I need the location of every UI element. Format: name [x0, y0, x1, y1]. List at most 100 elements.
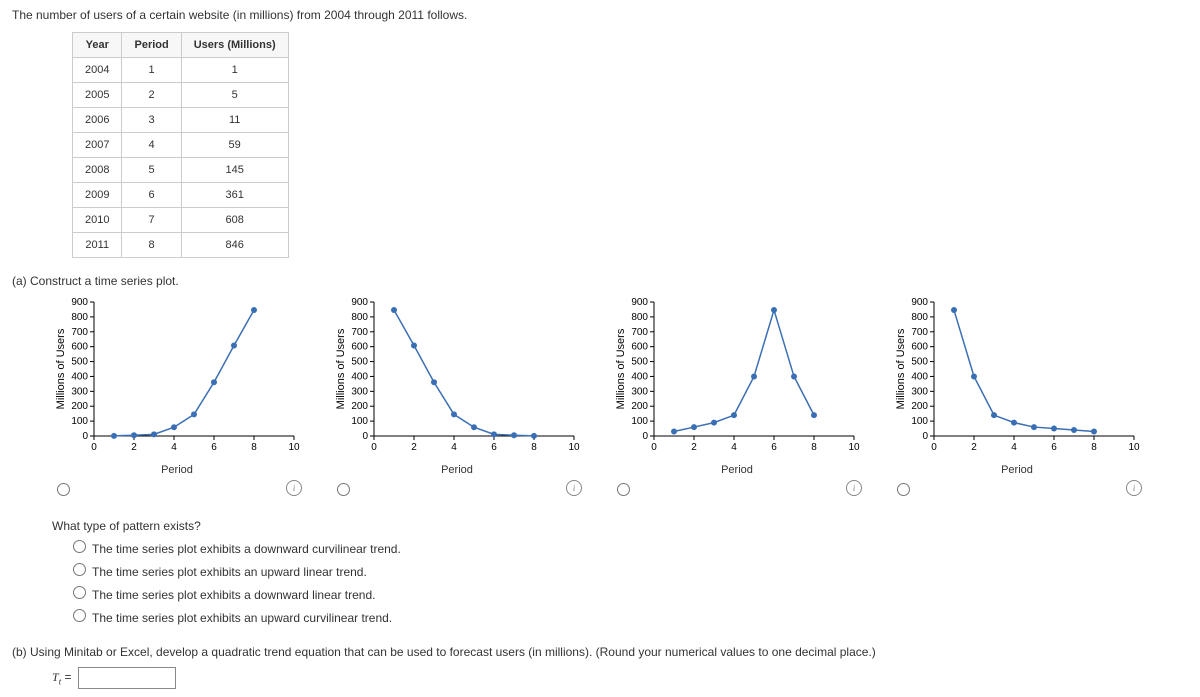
svg-text:8: 8	[811, 442, 817, 453]
svg-text:700: 700	[631, 327, 648, 338]
svg-text:300: 300	[71, 386, 88, 397]
svg-text:10: 10	[1128, 442, 1140, 453]
table-row: 20096361	[73, 183, 289, 208]
svg-text:0: 0	[922, 431, 928, 442]
svg-text:100: 100	[911, 416, 928, 427]
svg-text:100: 100	[351, 416, 368, 427]
info-icon[interactable]: i	[566, 480, 582, 496]
svg-text:8: 8	[531, 442, 537, 453]
chart-radio-3[interactable]	[617, 483, 630, 496]
part-b-label: (b) Using Minitab or Excel, develop a qu…	[12, 645, 1188, 659]
pattern-question: What type of pattern exists?	[52, 519, 1188, 533]
svg-text:4: 4	[731, 442, 737, 453]
svg-text:400: 400	[71, 371, 88, 382]
chart-option-2: 01002003004005006007008009000246810Milli…	[332, 294, 582, 499]
svg-text:400: 400	[911, 371, 928, 382]
svg-text:4: 4	[451, 442, 457, 453]
svg-text:300: 300	[911, 386, 928, 397]
svg-text:300: 300	[351, 386, 368, 397]
svg-text:600: 600	[911, 342, 928, 353]
table-cell: 2007	[73, 133, 122, 158]
svg-text:700: 700	[71, 327, 88, 338]
svg-text:4: 4	[1011, 442, 1017, 453]
table-cell: 4	[122, 133, 181, 158]
table-cell: 2004	[73, 58, 122, 83]
svg-text:0: 0	[651, 442, 657, 453]
pattern-radio-1[interactable]	[73, 540, 86, 553]
svg-text:600: 600	[71, 342, 88, 353]
col-header: Period	[122, 33, 181, 58]
chart-radio-2[interactable]	[337, 483, 350, 496]
pattern-option-text: The time series plot exhibits a downward…	[92, 588, 375, 602]
svg-text:8: 8	[1091, 442, 1097, 453]
table-cell: 2006	[73, 108, 122, 133]
table-cell: 1	[122, 58, 181, 83]
chart-option-1: 01002003004005006007008009000246810Milli…	[52, 294, 302, 499]
svg-text:200: 200	[351, 401, 368, 412]
svg-text:8: 8	[251, 442, 257, 453]
table-cell: 846	[181, 233, 288, 258]
table-row: 20107608	[73, 208, 289, 233]
svg-text:0: 0	[362, 431, 368, 442]
svg-text:100: 100	[631, 416, 648, 427]
svg-text:Millions of Users: Millions of Users	[615, 328, 627, 409]
svg-text:200: 200	[911, 401, 928, 412]
equation-input[interactable]	[78, 667, 176, 689]
info-icon[interactable]: i	[286, 480, 302, 496]
svg-text:500: 500	[911, 357, 928, 368]
svg-text:500: 500	[631, 357, 648, 368]
pattern-radio-2[interactable]	[73, 563, 86, 576]
table-cell: 3	[122, 108, 181, 133]
col-header: Year	[73, 33, 122, 58]
x-axis-label: Period	[721, 464, 753, 476]
svg-text:10: 10	[848, 442, 860, 453]
svg-text:6: 6	[211, 442, 217, 453]
x-axis-label: Period	[1001, 464, 1033, 476]
svg-text:600: 600	[631, 342, 648, 353]
svg-text:2: 2	[971, 442, 977, 453]
svg-text:900: 900	[911, 297, 928, 308]
svg-text:900: 900	[351, 297, 368, 308]
table-row: 2006311	[73, 108, 289, 133]
table-row: 20085145	[73, 158, 289, 183]
table-cell: 59	[181, 133, 288, 158]
table-row: 2007459	[73, 133, 289, 158]
svg-text:200: 200	[71, 401, 88, 412]
pattern-option[interactable]: The time series plot exhibits an upward …	[68, 606, 1188, 625]
pattern-option[interactable]: The time series plot exhibits a downward…	[68, 537, 1188, 556]
info-icon[interactable]: i	[846, 480, 862, 496]
svg-text:900: 900	[71, 297, 88, 308]
table-cell: 2011	[73, 233, 122, 258]
info-icon[interactable]: i	[1126, 480, 1142, 496]
svg-text:500: 500	[71, 357, 88, 368]
table-cell: 7	[122, 208, 181, 233]
table-row: 20118846	[73, 233, 289, 258]
pattern-radio-3[interactable]	[73, 586, 86, 599]
svg-text:800: 800	[631, 312, 648, 323]
pattern-option[interactable]: The time series plot exhibits an upward …	[68, 560, 1188, 579]
svg-text:900: 900	[631, 297, 648, 308]
pattern-option-text: The time series plot exhibits an upward …	[92, 565, 367, 579]
svg-text:0: 0	[82, 431, 88, 442]
table-cell: 5	[181, 83, 288, 108]
table-row: 200411	[73, 58, 289, 83]
svg-text:700: 700	[911, 327, 928, 338]
col-header: Users (Millions)	[181, 33, 288, 58]
svg-text:100: 100	[71, 416, 88, 427]
pattern-option-text: The time series plot exhibits a downward…	[92, 542, 401, 556]
pattern-option[interactable]: The time series plot exhibits a downward…	[68, 583, 1188, 602]
table-cell: 2005	[73, 83, 122, 108]
table-cell: 2008	[73, 158, 122, 183]
pattern-radio-4[interactable]	[73, 609, 86, 622]
table-cell: 1	[181, 58, 288, 83]
svg-text:0: 0	[642, 431, 648, 442]
svg-text:2: 2	[411, 442, 417, 453]
svg-text:600: 600	[351, 342, 368, 353]
chart-radio-1[interactable]	[57, 483, 70, 496]
svg-text:0: 0	[91, 442, 97, 453]
svg-text:2: 2	[131, 442, 137, 453]
svg-text:0: 0	[371, 442, 377, 453]
data-table: Year Period Users (Millions) 20041120052…	[72, 32, 289, 258]
table-cell: 2	[122, 83, 181, 108]
chart-radio-4[interactable]	[897, 483, 910, 496]
